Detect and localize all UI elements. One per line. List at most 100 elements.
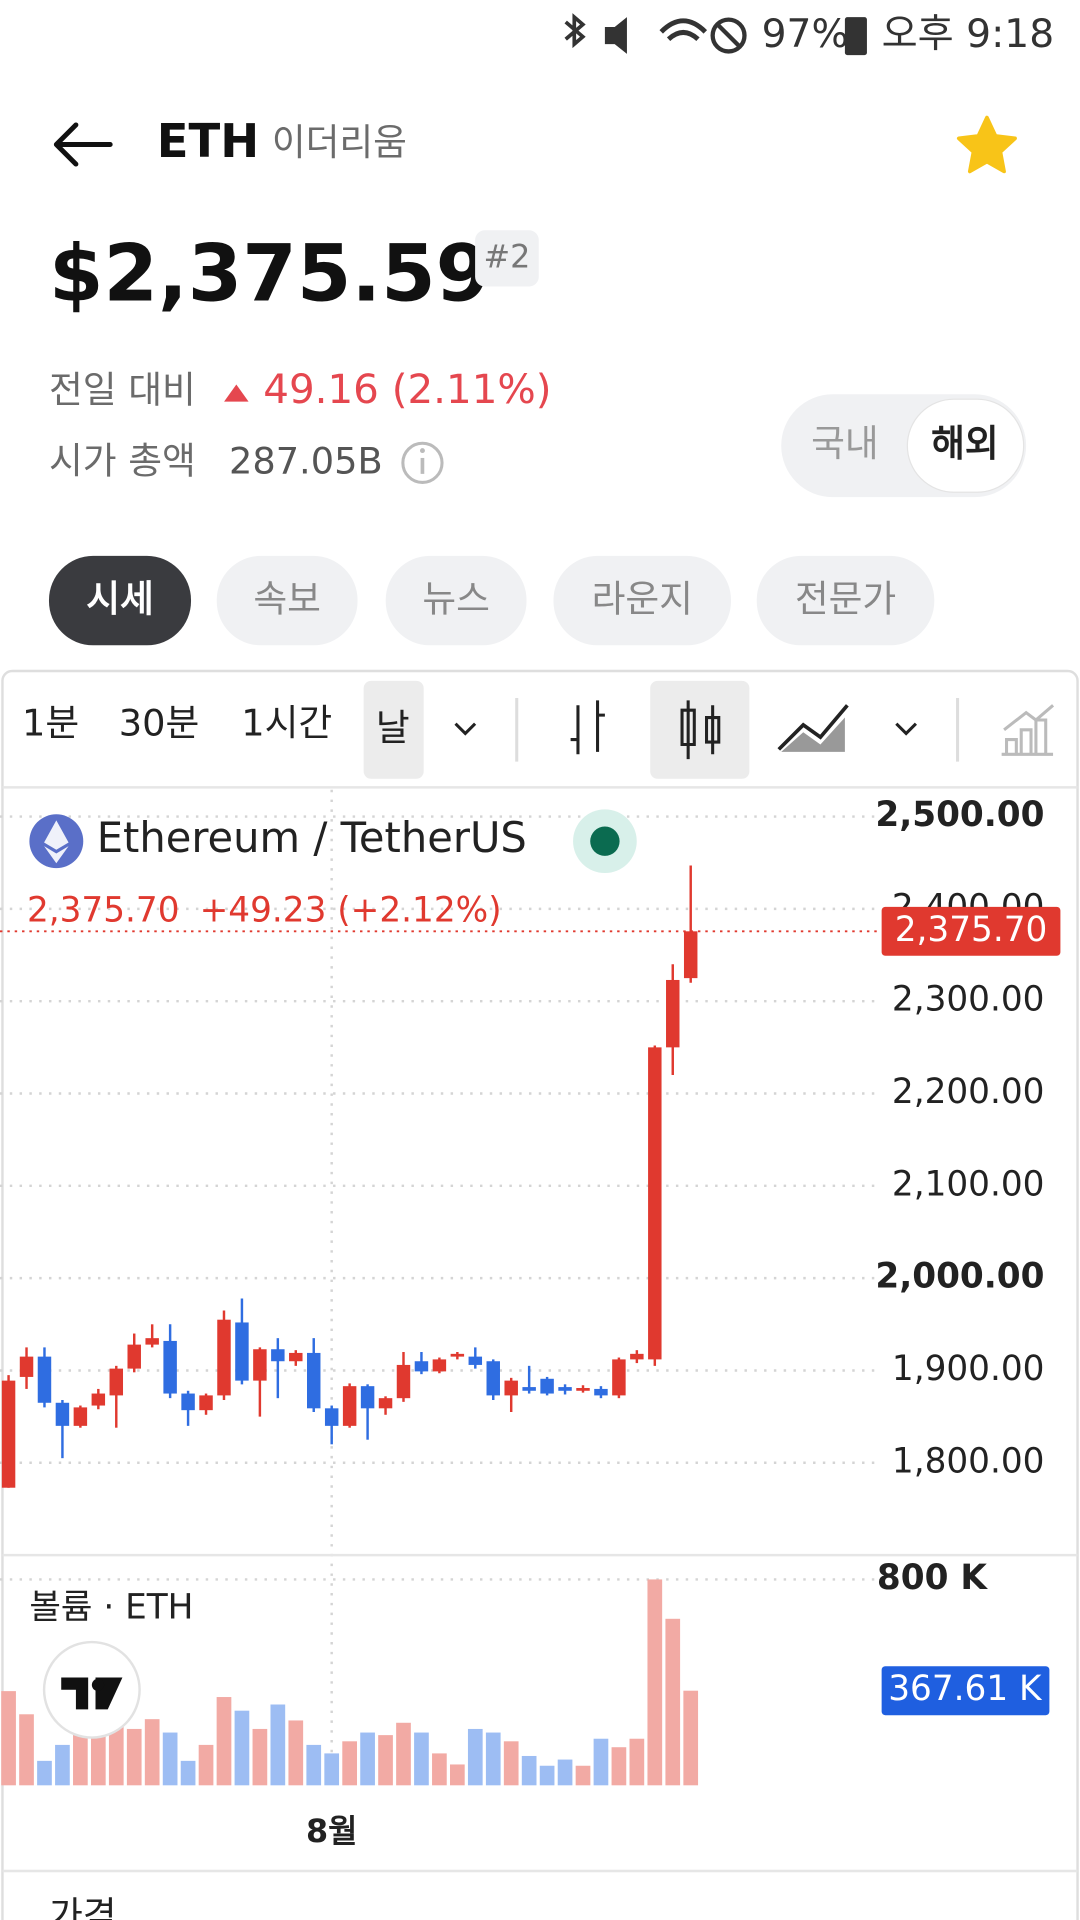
last-price-label: 2,375.70 xyxy=(895,910,1048,950)
volume-bar xyxy=(629,1738,645,1786)
tab[interactable]: 뉴스 xyxy=(422,578,490,621)
favorite-star[interactable] xyxy=(956,115,1017,174)
candle-body xyxy=(19,1356,34,1377)
volume-bar xyxy=(575,1765,591,1786)
candle-body xyxy=(91,1393,106,1406)
y-tick-label: 1,800.00 xyxy=(892,1441,1045,1481)
candle-body xyxy=(612,1359,626,1396)
candle-body xyxy=(127,1344,141,1369)
tab-bg[interactable] xyxy=(756,555,935,646)
candle-body xyxy=(253,1349,267,1381)
y-tick-label: 2,300.00 xyxy=(892,980,1045,1020)
y-tick-label: 2,200.00 xyxy=(892,1072,1045,1112)
tab-bg[interactable] xyxy=(385,555,527,646)
candle-body xyxy=(181,1393,195,1411)
market-cap: 287.05B xyxy=(229,439,383,482)
volume-bar xyxy=(252,1728,268,1786)
info-icon[interactable] xyxy=(401,441,444,484)
volume-bar xyxy=(396,1722,411,1786)
candle-body xyxy=(145,1338,159,1345)
volume-last-label: 367.61 K xyxy=(888,1669,1043,1709)
candle-body xyxy=(342,1386,357,1426)
volume-bar xyxy=(378,1735,393,1786)
candle-body xyxy=(432,1359,447,1372)
volume-bar xyxy=(360,1732,375,1786)
candle-body xyxy=(558,1387,572,1391)
eth-icon xyxy=(29,814,84,869)
rank: #2 xyxy=(483,237,530,275)
tab[interactable]: 전문가 xyxy=(795,578,896,621)
volume-bar xyxy=(19,1714,34,1786)
toggle-domestic[interactable]: 국내 xyxy=(811,422,879,465)
candle-body xyxy=(289,1352,303,1362)
price: $2,375.59 xyxy=(49,229,490,320)
interval[interactable]: 1분 xyxy=(22,701,79,744)
tradingview-logo[interactable] xyxy=(42,1640,141,1739)
volume-bar xyxy=(683,1690,699,1786)
candle-body xyxy=(468,1356,483,1365)
volume-bar xyxy=(288,1720,304,1786)
status-icons xyxy=(564,13,867,56)
volume-bar xyxy=(647,1579,663,1786)
y-tick-label: 2,000.00 xyxy=(875,1257,1044,1297)
volume-bar xyxy=(324,1753,340,1786)
tab-bg[interactable] xyxy=(216,555,358,646)
volume-bar xyxy=(162,1732,178,1786)
chart-title: Ethereum / TetherUS xyxy=(97,813,527,862)
back-button[interactable] xyxy=(53,122,113,167)
candle-body xyxy=(55,1402,70,1426)
candle-body xyxy=(396,1364,411,1399)
volume-bar xyxy=(414,1732,429,1786)
volume-bar xyxy=(450,1764,465,1786)
candle-body xyxy=(217,1319,231,1396)
candle-body xyxy=(109,1368,124,1396)
last-price-legend: 2,375.70 xyxy=(27,891,180,931)
candle-body xyxy=(378,1398,393,1409)
interval[interactable]: 30분 xyxy=(119,701,200,744)
volume-bar xyxy=(306,1744,322,1786)
volume-bar xyxy=(432,1753,447,1786)
volume-bar xyxy=(503,1741,519,1786)
toggle-knob xyxy=(906,398,1025,493)
candle-body xyxy=(324,1408,339,1426)
change-legend: +49.23 (+2.12%) xyxy=(200,891,502,931)
volume-bar xyxy=(1,1691,16,1786)
tab-bg[interactable] xyxy=(553,555,732,646)
toggle-overseas[interactable]: 해외 xyxy=(931,422,999,465)
volume-bar xyxy=(55,1744,70,1786)
candle-body xyxy=(594,1388,608,1396)
toolbar-icons[interactable] xyxy=(454,680,1055,779)
candle-body xyxy=(307,1352,321,1409)
y-tick-label: 1,900.00 xyxy=(892,1349,1045,1389)
up-triangle xyxy=(224,384,249,402)
tab[interactable]: 시세 xyxy=(86,578,154,621)
change: 49.16 (2.11%) xyxy=(263,365,551,413)
volume-tag xyxy=(881,1666,1050,1716)
candle-body xyxy=(73,1407,88,1426)
candle-body xyxy=(450,1353,465,1357)
candle-body xyxy=(522,1387,536,1391)
symbol: ETH xyxy=(157,114,259,168)
volume-bar xyxy=(108,1720,124,1786)
battery: 97% xyxy=(762,12,849,57)
candle-body xyxy=(199,1395,213,1411)
interval[interactable]: 날 xyxy=(376,706,410,749)
volume-bar xyxy=(467,1728,483,1786)
candle-body xyxy=(666,979,680,1048)
interval[interactable]: 1시간 xyxy=(241,701,332,744)
tab[interactable]: 라운지 xyxy=(592,578,693,621)
x-tick-label: 8월 xyxy=(306,1812,357,1850)
tab-bg[interactable] xyxy=(48,555,192,646)
candle-body xyxy=(683,931,698,979)
plot: 2,500.002,400.002,300.002,200.002,100.00… xyxy=(0,789,1061,1850)
volume-bar xyxy=(521,1755,537,1786)
candle-body xyxy=(486,1361,500,1396)
volume-bar xyxy=(539,1765,555,1786)
volume-bar xyxy=(611,1747,627,1786)
candle-body xyxy=(271,1349,285,1362)
volume-bar xyxy=(270,1704,286,1786)
tab[interactable]: 속보 xyxy=(253,578,321,621)
candle-body xyxy=(576,1388,590,1391)
y-tick-label: 2,500.00 xyxy=(875,795,1044,835)
